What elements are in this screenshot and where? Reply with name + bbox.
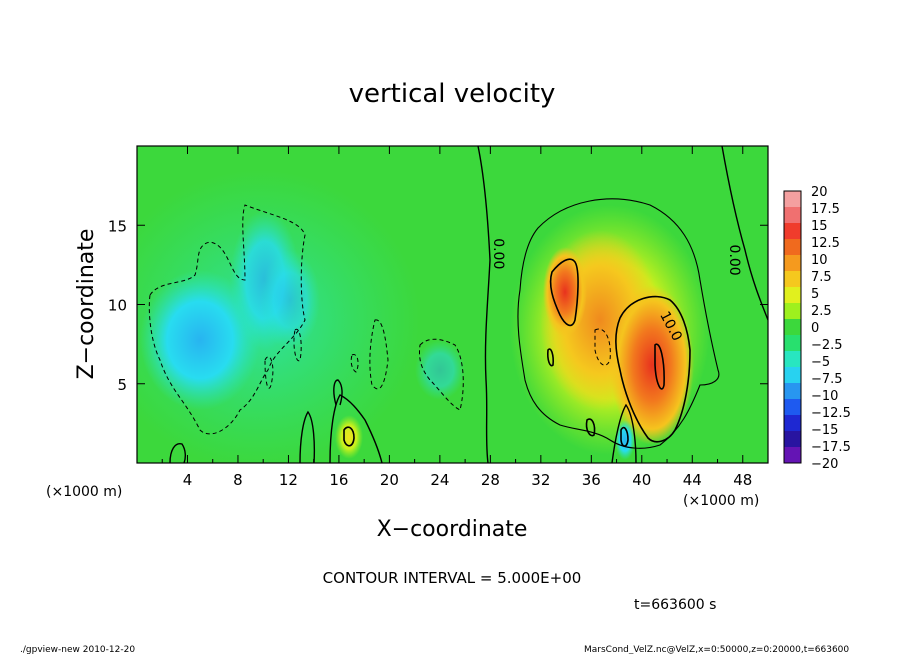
contour-negative-4 (369, 319, 389, 390)
field-yellow-small (335, 415, 363, 459)
y-tick-label: 5 (117, 376, 127, 394)
contour-label: 0.00 (490, 238, 506, 269)
contour-zero-blob-1 (169, 443, 187, 463)
colorbar-segment (784, 335, 801, 352)
colorbar-label: −7.5 (811, 372, 843, 387)
contour-10-small-3 (654, 343, 665, 390)
x-tick-label: 44 (683, 471, 702, 489)
colorbar-label: 2.5 (811, 304, 832, 319)
contour-zero-blob-3 (329, 394, 383, 463)
colorbar: 20 17.5 15 12.5 10 7.5 5 2.5 0 −2.5 −5 −7.5 −10 −12.5… (783, 185, 851, 472)
colorbar-segment (784, 255, 801, 272)
x-tick-label: 40 (632, 471, 651, 489)
colorbar-segment (784, 207, 801, 224)
x-tick-label: 4 (183, 471, 193, 489)
field-cyan-small (615, 420, 635, 460)
chart-title: vertical velocity (349, 79, 556, 109)
colorbar-label: −15 (811, 423, 838, 438)
colorbar-label: −20 (811, 457, 838, 472)
colorbar-label: −2.5 (811, 338, 843, 353)
y-tick-label: 15 (108, 217, 127, 235)
contour-zero-blob-2 (299, 410, 316, 463)
colorbar-label: −5 (811, 355, 830, 370)
x-tick-label: 12 (279, 471, 298, 489)
colorbar-segment (784, 287, 801, 304)
x-tick-label: 48 (733, 471, 752, 489)
contour-interval-text: CONTOUR INTERVAL = 5.000E+00 (323, 569, 582, 587)
colorbar-segment (784, 367, 801, 384)
colorbar-segment (784, 447, 801, 464)
x-tick-label: 36 (582, 471, 601, 489)
colorbar-label: 0 (811, 321, 819, 336)
y-tick-label: 10 (108, 297, 127, 315)
contour-10-small-2 (585, 418, 596, 437)
colorbar-segment (784, 303, 801, 320)
contour-zero-right (721, 146, 768, 321)
colorbar-segment (784, 351, 801, 368)
x-tick-label: 16 (329, 471, 348, 489)
x-tick-label: 24 (430, 471, 449, 489)
contour-10-small-1 (547, 348, 554, 367)
colorbar-segment (784, 223, 801, 240)
contour-zero-blob-4 (333, 379, 343, 406)
contour-negative-7 (594, 328, 611, 366)
colorbar-label: −12.5 (811, 406, 851, 421)
colorbar-segment (784, 383, 801, 400)
y-axis: 5 10 15 (108, 217, 768, 394)
colorbar-segment (784, 319, 801, 336)
colorbar-label: 20 (811, 185, 828, 200)
colorbar-label: −17.5 (811, 440, 851, 455)
x-tick-label: 8 (233, 471, 243, 489)
colorbar-label: 5 (811, 287, 819, 302)
colorbar-label: 10 (811, 253, 828, 268)
footer-right: MarsCond_VelZ.nc@VelZ,x=0:50000,z=0:2000… (584, 645, 849, 654)
x-tick-label: 32 (531, 471, 550, 489)
footer-left: ./gpview-new 2010-12-20 (20, 645, 135, 654)
colorbar-label: −10 (811, 389, 838, 404)
contour-negative-6 (350, 354, 359, 373)
contour-negative-5 (419, 338, 464, 411)
x-unit-left: (×1000 m) (46, 484, 122, 500)
x-unit-right: (×1000 m) (683, 493, 759, 509)
field-cyan-3 (260, 250, 320, 350)
contour-zero-mid (477, 146, 491, 463)
x-tick-label: 28 (481, 471, 500, 489)
x-axis: 4 8 12 16 20 24 28 32 36 40 44 48 (161, 146, 752, 489)
contour-label: 0.00 (726, 245, 742, 276)
time-text: t=663600 s (634, 597, 716, 613)
contour-negative-1 (148, 204, 306, 435)
colorbar-label: 12.5 (811, 236, 840, 251)
contour-10-left (549, 258, 579, 327)
y-axis-title: Z−coordinate (74, 229, 99, 380)
x-axis-title: X−coordinate (377, 517, 528, 542)
colorbar-segment (784, 239, 801, 256)
x-tick-label: 20 (380, 471, 399, 489)
colorbar-label: 15 (811, 219, 828, 234)
contour-10-main (615, 295, 691, 443)
field-cyan-4 (415, 340, 465, 400)
colorbar-segment (784, 415, 801, 432)
colorbar-label: 17.5 (811, 202, 840, 217)
field-cyan-1 (140, 270, 260, 410)
contour-negative-2 (264, 356, 274, 389)
contour-cyan-center (620, 426, 629, 447)
colorbar-frame (783, 190, 802, 464)
colorbar-label: 7.5 (811, 270, 832, 285)
colorbar-segment (784, 191, 801, 208)
colorbar-segment (784, 271, 801, 288)
contour-yellow-center (343, 426, 355, 447)
colorbar-segment (784, 399, 801, 416)
colorbar-segment (784, 431, 801, 448)
